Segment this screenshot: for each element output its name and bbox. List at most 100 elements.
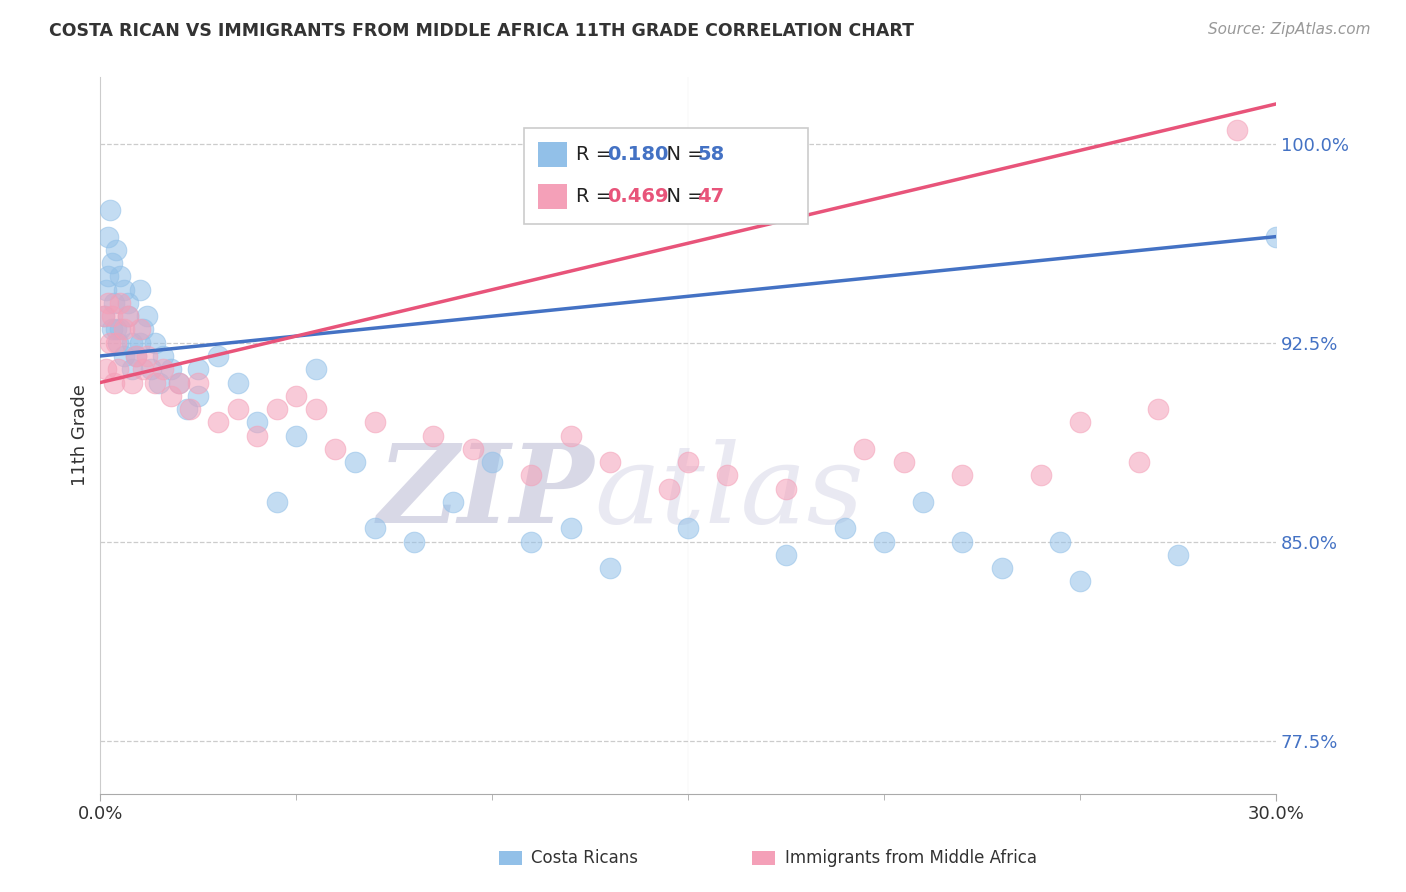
Point (98, 203, 121, 218)
Point (98, 335, 121, 350)
Point (108, 322, 131, 336)
Point (93, 309, 115, 323)
Point (893, 455, 915, 469)
Text: R =: R = (576, 187, 619, 206)
Point (285, 428, 308, 442)
Text: N =: N = (654, 145, 710, 164)
Point (141, 362, 163, 376)
Point (128, 322, 150, 336)
Point (136, 349, 159, 363)
Point (160, 362, 183, 376)
Point (97, 229, 120, 244)
Point (167, 376, 190, 390)
Text: atlas: atlas (595, 439, 863, 547)
Point (93, 309, 115, 323)
Point (266, 402, 288, 417)
Point (775, 548, 797, 562)
Point (226, 376, 249, 390)
Point (105, 243, 128, 257)
Point (676, 521, 699, 535)
Point (112, 349, 135, 363)
Point (121, 335, 143, 350)
Text: 47: 47 (697, 187, 724, 206)
Point (97, 269, 120, 284)
Point (132, 322, 155, 336)
Text: 0.469: 0.469 (607, 187, 669, 206)
Text: Immigrants from Middle Africa: Immigrants from Middle Africa (785, 849, 1036, 867)
Point (187, 376, 209, 390)
Point (179, 402, 201, 417)
Point (105, 335, 128, 350)
Point (246, 415, 269, 429)
Point (853, 442, 876, 456)
Point (599, 561, 621, 575)
Point (148, 376, 170, 390)
Point (1029, 468, 1052, 483)
Point (112, 322, 135, 336)
Point (96, 362, 118, 376)
Point (108, 269, 131, 284)
Point (117, 296, 139, 310)
Point (952, 468, 974, 483)
Point (97, 296, 120, 310)
Point (1226, 123, 1249, 137)
Point (112, 283, 135, 297)
Point (187, 362, 209, 376)
Point (775, 482, 797, 496)
Point (1069, 574, 1091, 589)
Point (952, 534, 974, 549)
Point (124, 349, 146, 363)
Point (128, 283, 150, 297)
Point (143, 376, 166, 390)
Point (121, 362, 143, 376)
Point (160, 389, 183, 403)
Point (266, 495, 288, 509)
Text: R =: R = (576, 145, 619, 164)
Point (226, 402, 249, 417)
Point (990, 561, 1012, 575)
Point (103, 376, 125, 390)
Point (143, 335, 166, 350)
Point (658, 482, 681, 496)
Point (103, 296, 125, 310)
Point (176, 402, 198, 417)
Point (246, 428, 269, 442)
Point (520, 534, 543, 549)
Point (117, 309, 139, 323)
Point (422, 428, 444, 442)
Point (344, 455, 367, 469)
Point (136, 309, 159, 323)
Point (325, 442, 347, 456)
Point (441, 495, 464, 509)
Point (107, 362, 129, 376)
Point (207, 349, 229, 363)
Point (1049, 534, 1071, 549)
Text: COSTA RICAN VS IMMIGRANTS FROM MIDDLE AFRICA 11TH GRADE CORRELATION CHART: COSTA RICAN VS IMMIGRANTS FROM MIDDLE AF… (49, 22, 914, 40)
Point (599, 455, 621, 469)
Point (305, 362, 328, 376)
Point (128, 335, 150, 350)
Point (207, 415, 229, 429)
Text: Source: ZipAtlas.com: Source: ZipAtlas.com (1208, 22, 1371, 37)
Point (132, 362, 155, 376)
Point (107, 335, 129, 350)
Point (187, 389, 209, 403)
Point (402, 534, 425, 549)
Point (834, 521, 856, 535)
Point (363, 415, 385, 429)
Point (101, 322, 124, 336)
Point (152, 362, 174, 376)
Point (873, 534, 896, 549)
Point (117, 309, 139, 323)
Point (108, 296, 131, 310)
Point (152, 349, 174, 363)
Point (461, 442, 484, 456)
Point (1147, 402, 1170, 417)
Point (1265, 229, 1288, 244)
Point (305, 402, 328, 417)
Point (101, 256, 124, 270)
Text: 58: 58 (697, 145, 724, 164)
Text: ZIP: ZIP (377, 439, 595, 547)
Point (101, 309, 124, 323)
Text: Costa Ricans: Costa Ricans (531, 849, 638, 867)
